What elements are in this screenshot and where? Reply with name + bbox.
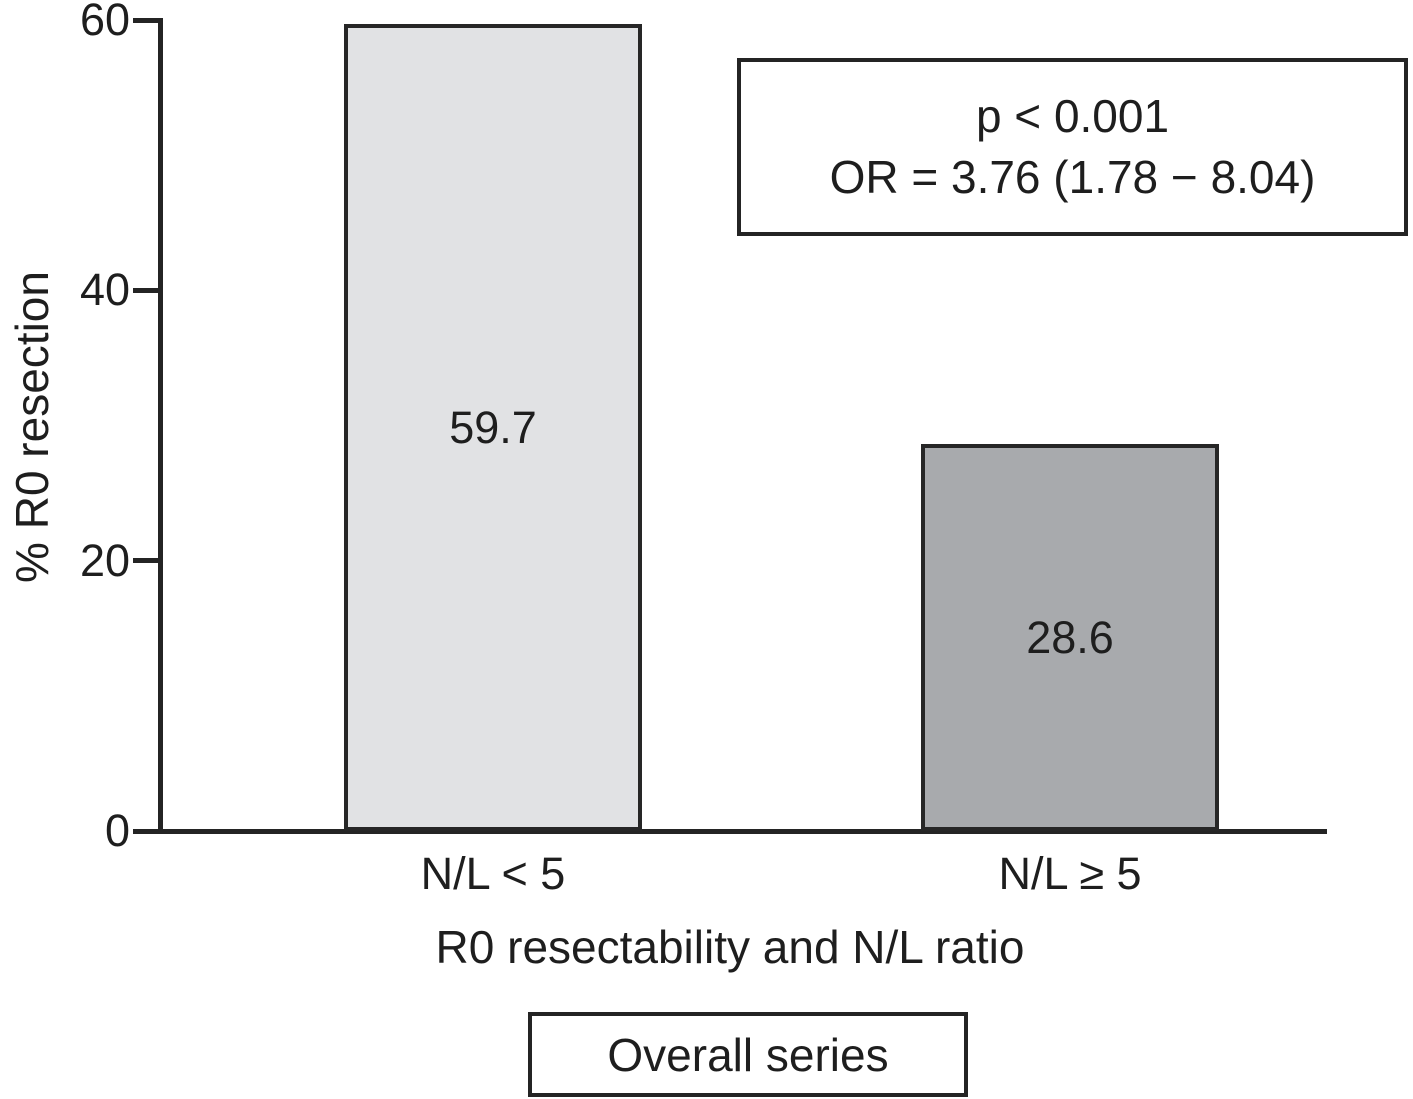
bar-value-label: 59.7 (449, 401, 537, 453)
x-tick-label: N/L < 5 (420, 848, 566, 899)
y-tick-mark (133, 17, 158, 23)
y-tick-label: 20 (79, 534, 130, 586)
y-tick-mark (133, 558, 158, 564)
stats-annotation-box: p < 0.001 OR = 3.76 (1.78 − 8.04) (737, 58, 1408, 236)
y-tick-mark (133, 828, 158, 834)
y-tick-label: 60 (79, 0, 130, 45)
odds-ratio-text: OR = 3.76 (1.78 − 8.04) (829, 151, 1316, 203)
legend-box: Overall series (528, 1012, 968, 1097)
plot-area: 59.7 28.6 (163, 20, 1327, 831)
y-tick-mark (133, 287, 158, 293)
y-tick-label: 0 (104, 805, 130, 856)
x-axis-title: R0 resectability and N/L ratio (435, 921, 1025, 973)
x-axis-line (158, 829, 1327, 834)
bar-value-label: 28.6 (1026, 611, 1114, 663)
legend-label: Overall series (607, 1028, 889, 1081)
x-tick-label: N/L ≥ 5 (998, 848, 1142, 899)
y-tick-label: 40 (79, 264, 130, 316)
p-value-text: p < 0.001 (975, 90, 1170, 142)
bar-1: 59.7 (344, 24, 642, 831)
bar-2: 28.6 (921, 444, 1219, 831)
y-axis-line (158, 18, 163, 834)
